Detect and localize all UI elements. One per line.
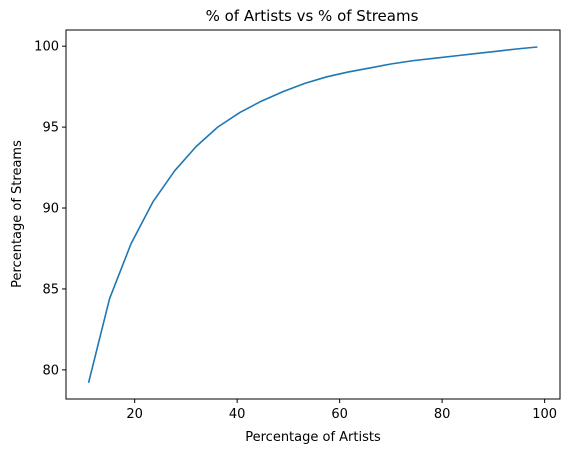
x-tick-label: 40 [229, 407, 246, 422]
x-tick-label: 100 [532, 407, 557, 422]
series-layer [87, 46, 538, 384]
y-tick-label: 90 [42, 202, 59, 217]
y-axis-label: Percentage of Streams [10, 140, 25, 288]
x-tick-label: 60 [331, 407, 348, 422]
y-tick-label: 80 [42, 363, 59, 378]
y-tick-label: 100 [34, 40, 59, 55]
y-tick-label: 85 [42, 282, 59, 297]
x-axis-label: Percentage of Artists [245, 430, 381, 445]
plot-frame [65, 29, 561, 400]
x-tick-label: 20 [126, 407, 143, 422]
x-axis-ticks: 20 40 60 80 100 [126, 399, 557, 422]
y-axis-ticks: 80 85 90 95 100 [34, 40, 66, 378]
chart-title: % of Artists vs % of Streams [206, 7, 419, 25]
series-line [87, 46, 538, 384]
x-tick-label: 80 [434, 407, 451, 422]
y-tick-label: 95 [42, 121, 59, 136]
